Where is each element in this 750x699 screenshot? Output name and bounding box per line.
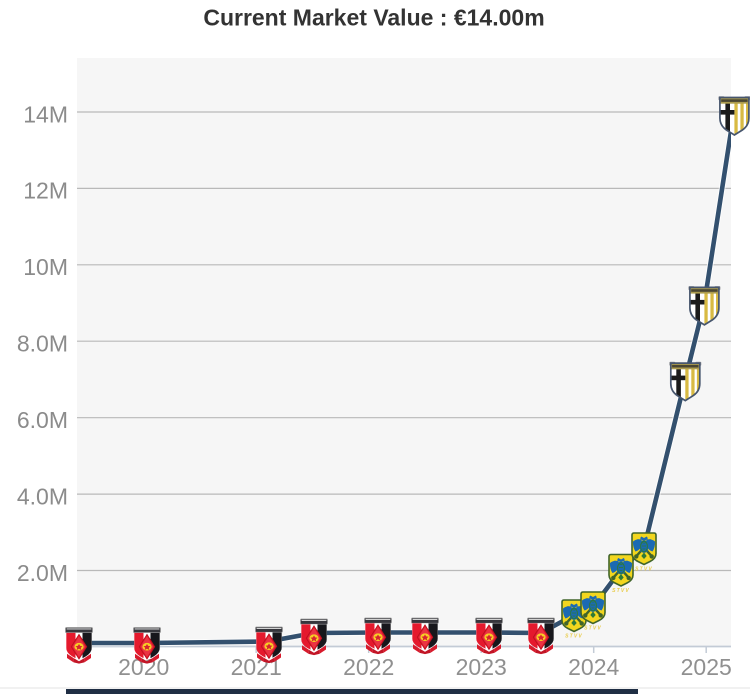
svg-text:2024: 2024 (568, 654, 619, 680)
svg-text:2025: 2025 (681, 654, 732, 680)
svg-text:8.0M: 8.0M (17, 331, 68, 357)
svg-text:12M: 12M (23, 178, 68, 204)
svg-text:2023: 2023 (456, 654, 507, 680)
svg-text:14M: 14M (23, 101, 68, 127)
svg-text:4.0M: 4.0M (17, 483, 68, 509)
svg-text:10M: 10M (23, 254, 68, 280)
svg-text:6.0M: 6.0M (17, 407, 68, 433)
svg-text:2022: 2022 (343, 654, 394, 680)
svg-text:2.0M: 2.0M (17, 560, 68, 586)
svg-text:Current Market Value : €14.00m: Current Market Value : €14.00m (203, 5, 544, 31)
